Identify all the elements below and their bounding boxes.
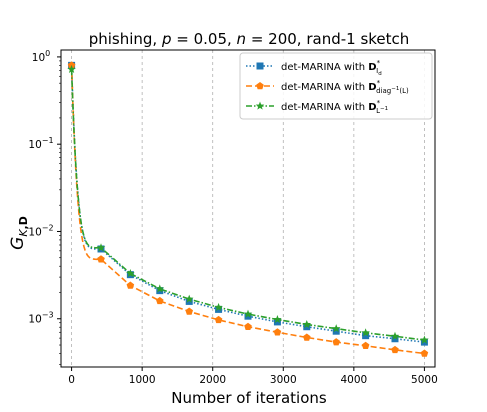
legend-box — [239, 52, 433, 120]
data-point — [303, 323, 311, 331]
data-point — [214, 302, 223, 312]
data-point — [243, 309, 253, 318]
data-point — [126, 268, 135, 278]
data-point — [420, 349, 429, 357]
data-point — [273, 328, 282, 336]
data-point — [390, 331, 400, 340]
legend-marker — [256, 82, 264, 90]
x-axis: 0 1000 2000 3000 4000 5000 — [68, 367, 438, 386]
legend-item-1: det-MARINA with D* Id — [246, 59, 382, 77]
data-point — [420, 335, 429, 344]
x-tick-label: 2000 — [199, 374, 226, 386]
data-point — [361, 328, 370, 337]
data-point — [126, 281, 135, 289]
x-tick-label: 1000 — [129, 374, 156, 386]
series-2 — [67, 61, 429, 357]
data-point — [96, 243, 106, 252]
legend-label: det-MARINA with D* L−1 — [281, 99, 388, 115]
data-point — [155, 284, 165, 293]
x-tick-label: 3000 — [270, 374, 297, 386]
series-layer — [67, 61, 429, 357]
legend-marker — [255, 101, 265, 110]
grid-layer — [71, 50, 425, 367]
y-tick-label: 10−3 — [28, 311, 53, 326]
legend-item-3: det-MARINA with D* L−1 — [246, 99, 388, 115]
data-point — [332, 338, 341, 346]
x-tick-label: 4000 — [340, 374, 367, 386]
legend: det-MARINA with D* Id det-MARINA with D* di… — [239, 52, 433, 120]
data-point — [155, 296, 164, 305]
x-tick-label: 0 — [68, 374, 75, 386]
legend-label: det-MARINA with D* Id — [281, 59, 382, 77]
y-axis: 100 10−1 10−2 10−3 — [28, 49, 61, 365]
plot-frame — [60, 49, 436, 368]
data-point — [244, 322, 252, 330]
data-point — [97, 255, 105, 263]
x-tick-label: 5000 — [411, 374, 438, 386]
legend-marker — [256, 62, 264, 70]
data-point — [420, 338, 428, 346]
data-point — [185, 307, 194, 315]
data-point — [273, 315, 282, 324]
data-point — [332, 327, 340, 335]
series-line — [70, 65, 425, 355]
data-point — [244, 312, 252, 320]
y-tick-label: 100 — [32, 49, 50, 64]
data-point — [302, 333, 311, 341]
data-point — [361, 341, 370, 350]
y-tick-label: 10−2 — [28, 223, 53, 238]
data-point — [302, 319, 312, 329]
data-point — [184, 294, 194, 303]
data-point — [215, 305, 223, 313]
y-tick-label: 10−1 — [28, 136, 53, 151]
chart-title: phishing, p = 0.05, n = 200, rand-1 sket… — [89, 30, 410, 48]
data-point — [67, 64, 76, 73]
data-point — [362, 332, 370, 340]
legend-label: det-MARINA with D* diag−1(L) — [281, 79, 409, 95]
data-point — [214, 315, 223, 324]
data-point — [391, 335, 399, 343]
legend-item-2: det-MARINA with D* diag−1(L) — [246, 79, 409, 95]
data-point — [273, 318, 281, 326]
data-point — [391, 345, 399, 354]
data-point — [185, 297, 193, 305]
x-axis-label: Number of iterations — [171, 389, 327, 407]
series-3 — [67, 64, 429, 344]
series-line — [70, 65, 425, 343]
y-axis-label: GK,D — [8, 216, 30, 250]
data-point — [331, 324, 341, 333]
